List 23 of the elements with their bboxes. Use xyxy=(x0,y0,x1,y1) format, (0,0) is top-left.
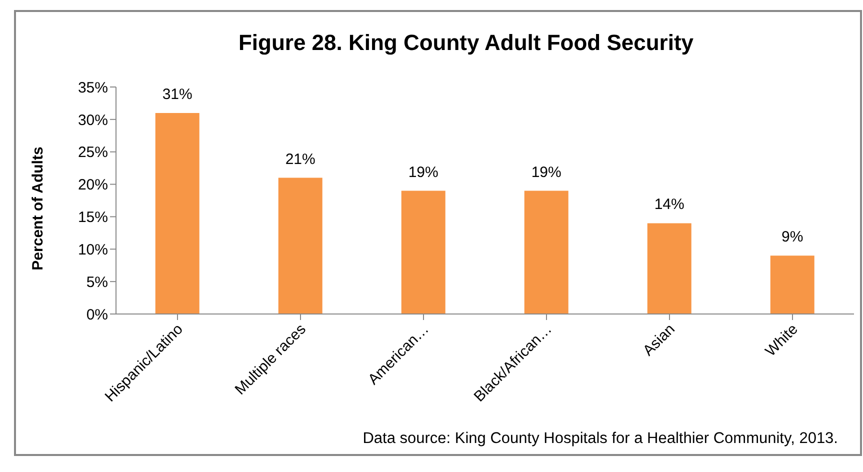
bar xyxy=(155,112,200,314)
chart-title: Figure 28. King County Adult Food Security xyxy=(237,30,695,56)
y-axis-title: Percent of Adults xyxy=(30,146,47,270)
bar xyxy=(278,178,322,314)
bar xyxy=(770,256,814,314)
y-tick-label: 5% xyxy=(86,274,108,291)
data-label: 21% xyxy=(285,150,316,168)
source-note: Data source: King County Hospitals for a Healthier Community, 2013. xyxy=(362,430,838,448)
bar xyxy=(647,223,692,314)
data-label: 14% xyxy=(654,196,684,214)
y-tick-label: 25% xyxy=(78,144,108,162)
y-tick-label: 30% xyxy=(78,112,108,129)
y-tick-label: 15% xyxy=(78,209,108,226)
y-tick-label: 0% xyxy=(86,306,108,324)
data-label: 9% xyxy=(782,228,804,246)
y-tick-label: 10% xyxy=(78,241,108,258)
bar xyxy=(401,190,446,314)
data-label: 31% xyxy=(162,86,192,103)
bar xyxy=(524,190,568,314)
data-label: 19% xyxy=(531,164,562,181)
data-label: 19% xyxy=(408,164,438,181)
y-tick-label: 35% xyxy=(78,79,108,96)
y-tick-label: 20% xyxy=(78,176,108,194)
